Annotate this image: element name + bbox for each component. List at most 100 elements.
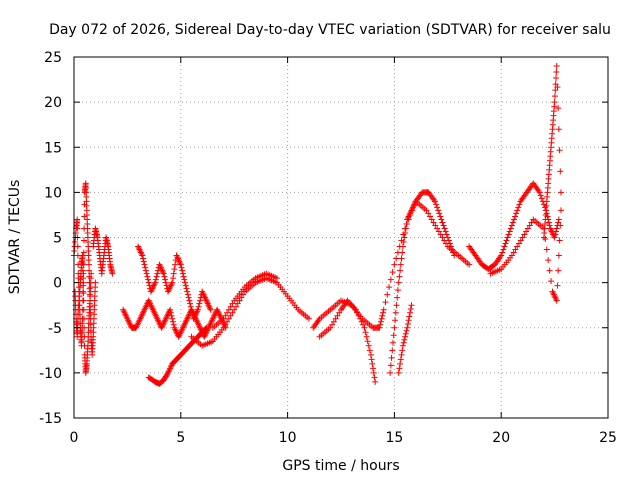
y-tick-label: 20	[44, 95, 62, 111]
data-point	[202, 325, 209, 332]
data-point	[240, 291, 247, 298]
data-point	[399, 243, 406, 250]
data-point	[425, 210, 432, 217]
data-point	[220, 324, 227, 331]
data-point	[389, 269, 396, 276]
data-point	[181, 276, 188, 283]
series-late-spike	[540, 63, 565, 241]
data-point	[171, 266, 178, 273]
y-tick-label: -10	[39, 366, 62, 382]
data-point	[407, 309, 414, 316]
data-point	[402, 229, 409, 236]
grid	[74, 57, 608, 418]
data-point	[180, 273, 187, 280]
data-point	[546, 222, 553, 229]
data-point	[327, 324, 334, 331]
data-point	[305, 315, 312, 322]
data-point	[334, 312, 341, 319]
data-point	[516, 240, 522, 247]
data-point	[186, 297, 193, 304]
data-point	[358, 318, 365, 325]
series-rise-1	[387, 189, 458, 376]
data-point	[183, 285, 190, 292]
data-point	[80, 282, 87, 289]
data-point	[553, 75, 560, 82]
x-tick-label: 0	[70, 430, 79, 446]
data-point	[220, 315, 227, 322]
data-point	[400, 339, 407, 346]
series-early-scatter-b	[72, 252, 95, 376]
data-point	[439, 234, 446, 241]
data-point	[380, 309, 387, 316]
data-point	[377, 318, 384, 325]
data-point	[403, 327, 410, 334]
data-point	[444, 234, 451, 241]
data-point	[433, 201, 440, 208]
data-point	[517, 237, 524, 244]
y-tick-label: 15	[44, 140, 62, 156]
data-point	[555, 105, 562, 112]
data-point	[402, 225, 409, 232]
data-point	[498, 252, 505, 259]
series-arc-2	[209, 270, 280, 331]
data-point	[430, 219, 437, 226]
data-point	[397, 356, 404, 363]
data-point	[170, 321, 177, 328]
data-point	[519, 234, 526, 241]
data-point	[508, 222, 515, 229]
data-point	[506, 228, 513, 235]
data-point	[555, 267, 562, 274]
data-point	[503, 237, 510, 244]
data-point	[450, 249, 457, 256]
y-tick-label: -15	[39, 411, 62, 427]
data-point	[86, 267, 93, 274]
data-point	[556, 237, 563, 244]
data-point	[152, 276, 159, 283]
data-point	[169, 275, 176, 282]
data-point	[555, 252, 562, 259]
data-point	[79, 267, 86, 274]
data-point	[162, 279, 169, 286]
data-point	[394, 294, 401, 301]
data-point	[222, 321, 229, 328]
data-point	[540, 225, 547, 232]
data-point	[329, 321, 336, 328]
data-point	[170, 270, 177, 277]
data-point	[555, 126, 562, 133]
data-point	[167, 306, 174, 313]
data-point	[161, 273, 168, 280]
data-point	[516, 201, 523, 208]
data-point	[368, 356, 375, 363]
data-point	[389, 339, 396, 346]
data-point	[187, 300, 194, 307]
data-point	[367, 351, 374, 358]
data-point	[436, 210, 443, 217]
data-point	[551, 93, 558, 100]
data-point	[508, 252, 515, 259]
data-point	[434, 225, 441, 232]
data-point	[400, 239, 407, 246]
data-point	[386, 284, 393, 291]
data-point	[179, 267, 186, 274]
data-point	[376, 324, 383, 331]
data-point	[172, 261, 179, 268]
axis-ticks: 0 5 10 15 20 25 -15 -10 -5 0 5 10 15 20 25	[39, 50, 617, 446]
data-point	[332, 315, 339, 322]
data-point	[80, 249, 87, 256]
data-point	[357, 315, 364, 322]
data-point	[408, 302, 415, 309]
data-point	[555, 216, 562, 223]
data-point	[513, 210, 520, 217]
data-point	[501, 243, 508, 250]
data-point	[231, 306, 238, 313]
data-point	[391, 261, 398, 268]
series-mid-cluster-a	[120, 297, 229, 340]
data-point	[203, 324, 210, 331]
data-point	[178, 264, 185, 271]
data-point	[401, 234, 408, 241]
data-point	[382, 299, 389, 306]
data-point	[406, 313, 413, 320]
data-point	[399, 347, 406, 354]
data-point	[222, 312, 229, 319]
data-point	[504, 234, 511, 241]
